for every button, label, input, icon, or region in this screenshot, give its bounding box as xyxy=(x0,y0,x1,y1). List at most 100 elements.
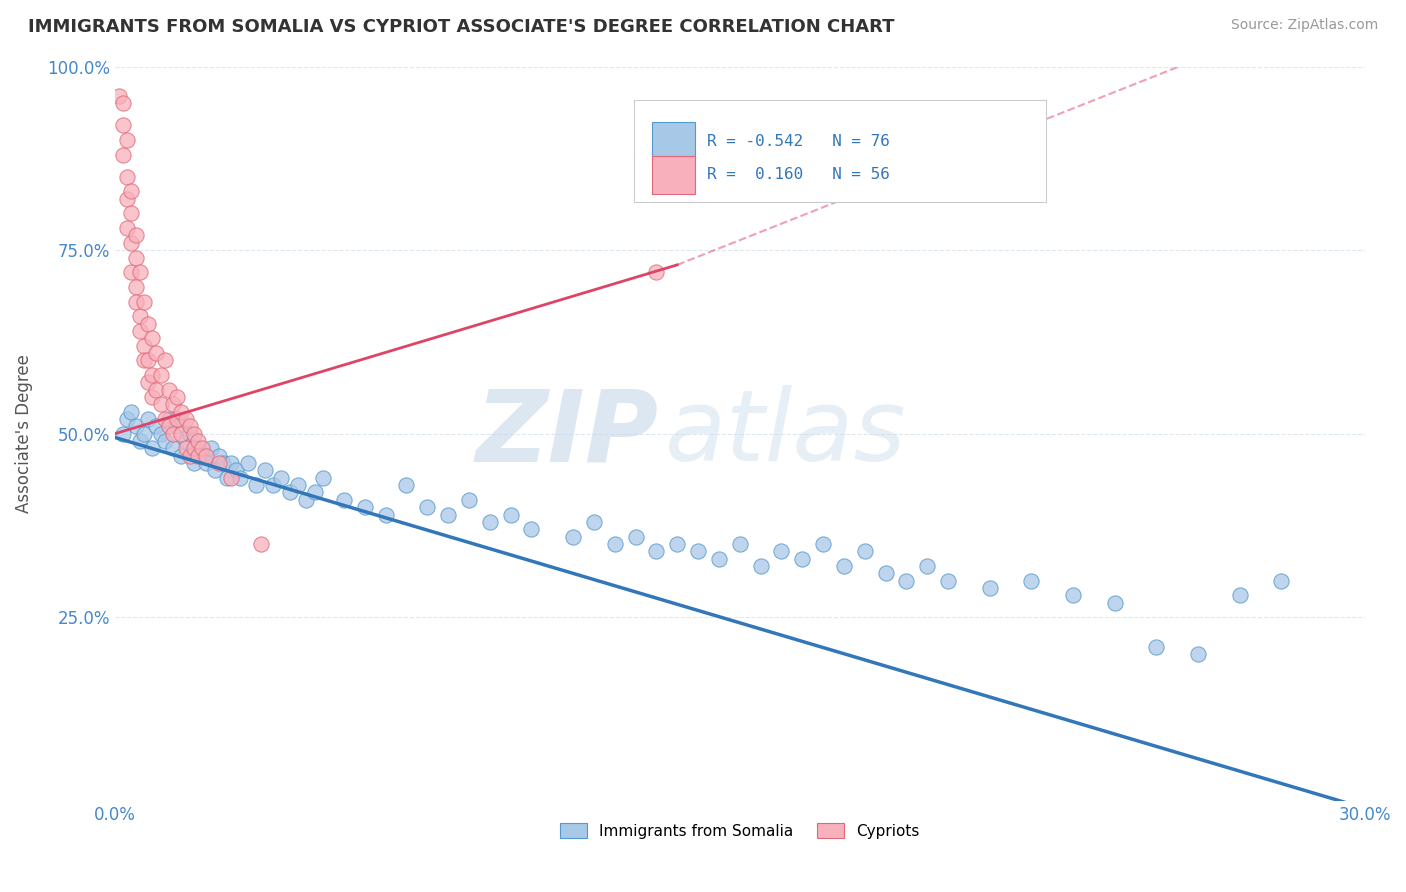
Point xyxy=(132,294,155,309)
Point xyxy=(1062,588,1084,602)
Point xyxy=(141,390,163,404)
Point xyxy=(157,383,180,397)
Point xyxy=(312,471,335,485)
Point xyxy=(187,449,209,463)
Point xyxy=(120,265,142,279)
Point xyxy=(295,492,318,507)
Point xyxy=(520,522,543,536)
Point xyxy=(166,412,188,426)
Point xyxy=(304,485,326,500)
Point xyxy=(1270,574,1292,588)
Point xyxy=(145,346,167,360)
Point xyxy=(120,206,142,220)
Point xyxy=(270,471,292,485)
Point xyxy=(688,544,710,558)
Point xyxy=(225,463,247,477)
Point xyxy=(128,265,150,279)
Point xyxy=(200,442,222,456)
Legend: Immigrants from Somalia, Cypriots: Immigrants from Somalia, Cypriots xyxy=(554,816,927,845)
Point xyxy=(136,317,159,331)
Point xyxy=(499,508,522,522)
Point xyxy=(162,426,184,441)
Point xyxy=(117,221,139,235)
Point xyxy=(124,251,146,265)
Point xyxy=(458,492,481,507)
Point xyxy=(179,426,201,441)
Point xyxy=(212,456,235,470)
Point xyxy=(153,412,176,426)
Point xyxy=(1104,596,1126,610)
Point xyxy=(187,442,209,456)
Point xyxy=(149,426,172,441)
Point xyxy=(262,478,284,492)
Point xyxy=(128,434,150,448)
Point xyxy=(108,89,131,103)
Point xyxy=(120,185,142,199)
Point xyxy=(249,537,271,551)
Point xyxy=(936,574,959,588)
Point xyxy=(221,456,243,470)
Point xyxy=(157,419,180,434)
Point xyxy=(353,500,375,515)
Point xyxy=(811,537,834,551)
Point xyxy=(153,434,176,448)
Point xyxy=(112,426,135,441)
Point xyxy=(374,508,396,522)
Point xyxy=(183,456,205,470)
Point xyxy=(145,419,167,434)
Point xyxy=(287,478,309,492)
FancyBboxPatch shape xyxy=(652,122,695,161)
Point xyxy=(124,294,146,309)
Point xyxy=(183,426,205,441)
Point xyxy=(112,119,135,133)
Point xyxy=(112,147,135,161)
Point xyxy=(170,426,193,441)
Point xyxy=(236,456,259,470)
Point xyxy=(124,228,146,243)
Point xyxy=(749,558,772,573)
Point xyxy=(141,442,163,456)
Point xyxy=(149,368,172,382)
Text: ZIP: ZIP xyxy=(475,385,658,483)
Point xyxy=(979,581,1001,595)
Point xyxy=(120,235,142,250)
Point xyxy=(875,566,897,581)
Text: R = -0.542   N = 76: R = -0.542 N = 76 xyxy=(707,134,890,149)
Point xyxy=(157,412,180,426)
Point xyxy=(896,574,918,588)
Point xyxy=(174,412,197,426)
Point xyxy=(832,558,855,573)
Point xyxy=(132,426,155,441)
Point xyxy=(221,471,243,485)
Point xyxy=(792,551,814,566)
Point xyxy=(145,383,167,397)
Point xyxy=(117,169,139,184)
Point xyxy=(132,353,155,368)
Point xyxy=(278,485,301,500)
Point xyxy=(174,434,197,448)
Text: R =  0.160   N = 56: R = 0.160 N = 56 xyxy=(707,168,890,182)
Point xyxy=(1229,588,1251,602)
Point xyxy=(112,96,135,111)
Point xyxy=(853,544,876,558)
Point xyxy=(153,353,176,368)
Point xyxy=(179,449,201,463)
FancyBboxPatch shape xyxy=(634,100,1046,202)
Point xyxy=(208,456,231,470)
Point xyxy=(645,265,668,279)
Point xyxy=(124,280,146,294)
Point xyxy=(141,331,163,345)
Point xyxy=(141,368,163,382)
Point xyxy=(117,412,139,426)
Point xyxy=(1144,640,1167,654)
Point xyxy=(217,471,239,485)
Point xyxy=(666,537,689,551)
FancyBboxPatch shape xyxy=(652,156,695,194)
Point xyxy=(208,449,231,463)
Point xyxy=(128,324,150,338)
Point xyxy=(728,537,751,551)
Point xyxy=(117,192,139,206)
Y-axis label: Associate's Degree: Associate's Degree xyxy=(15,354,32,513)
Point xyxy=(333,492,356,507)
Point xyxy=(645,544,668,558)
